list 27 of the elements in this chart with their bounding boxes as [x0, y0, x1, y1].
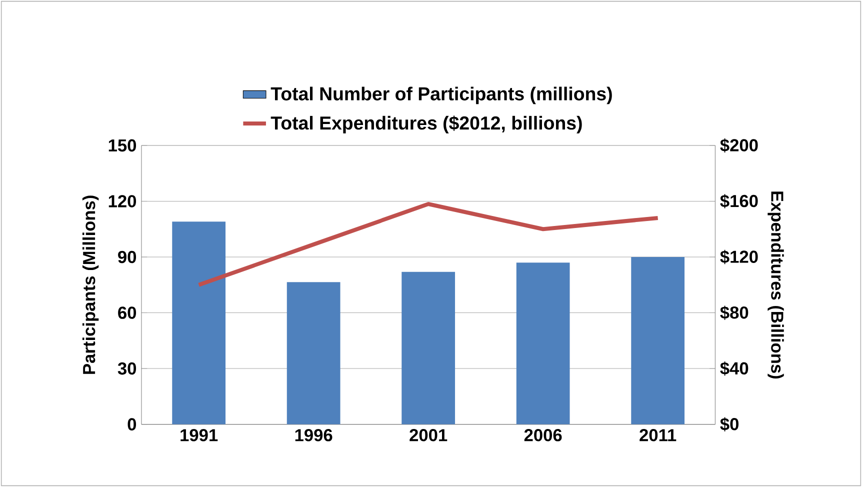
y2-tick-label: $200 [720, 138, 758, 153]
x-tick-label: 2011 [640, 429, 676, 442]
bar [631, 256, 685, 424]
bar [286, 282, 340, 424]
y-axis-title: Participants (Millions) [82, 196, 99, 374]
y2-tick-label: $160 [720, 194, 758, 208]
x-tick-label: 1996 [295, 429, 332, 442]
y2-tick-label: $40 [720, 361, 748, 376]
legend-label: Total Expenditures ($2012, billions) [270, 116, 582, 134]
y-tick-label: 60 [118, 306, 136, 319]
y-tick-label: 150 [108, 139, 136, 152]
x-tick-label: 2001 [410, 429, 448, 442]
y2-tick-label: $120 [720, 250, 758, 264]
x-tick-label: 1991 [180, 429, 218, 442]
y-tick-label: 30 [118, 362, 136, 375]
x-tick-label: 2006 [524, 429, 562, 442]
y2-axis-title: Expenditures (Billions) [768, 192, 784, 378]
bar [402, 272, 456, 424]
y2-tick-label: $80 [720, 306, 748, 320]
legend-label: Total Number of Participants (millions) [270, 86, 612, 104]
line-series [196, 202, 660, 287]
bar [516, 262, 570, 424]
bar [172, 222, 226, 424]
y-tick-label: 120 [108, 195, 136, 208]
y2-tick-label: $0 [720, 417, 738, 432]
y-tick-label: 0 [128, 418, 136, 430]
y-tick-label: 90 [118, 250, 136, 264]
